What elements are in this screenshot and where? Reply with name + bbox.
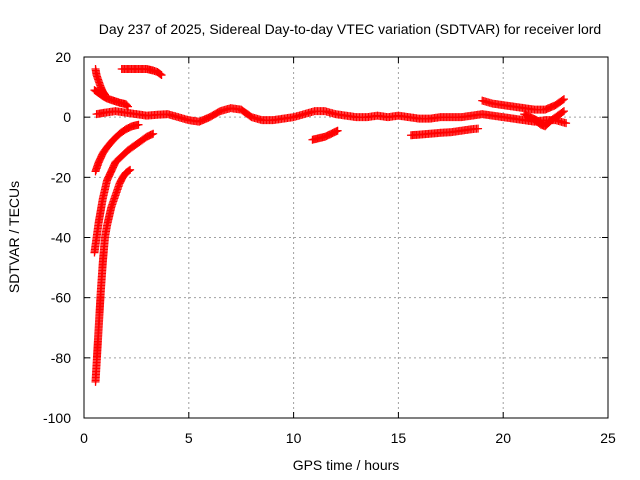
y-tick-label: 20 (55, 49, 71, 65)
data-point (122, 101, 131, 110)
y-tick-label: -20 (51, 169, 71, 185)
x-tick-label: 5 (185, 430, 193, 446)
data-point (562, 119, 571, 128)
data-points (90, 65, 571, 386)
x-tick-label: 0 (80, 430, 88, 446)
y-tick-label: 0 (63, 109, 71, 125)
x-tick-label: 15 (391, 430, 407, 446)
y-axis-label: SDTVAR / TECUs (6, 181, 22, 293)
x-tick-label: 25 (600, 430, 616, 446)
y-tick-label: -80 (51, 350, 71, 366)
data-point (125, 166, 134, 175)
data-point (559, 95, 568, 104)
chart-title: Day 237 of 2025, Sidereal Day-to-day VTE… (99, 21, 601, 37)
x-axis: 0 5 10 15 20 25 (80, 57, 616, 446)
series-10 (91, 120, 143, 176)
series-4 (92, 104, 571, 128)
data-point (333, 126, 342, 135)
y-tick-label: -40 (51, 230, 71, 246)
series-7 (520, 110, 548, 129)
series-3 (117, 65, 166, 80)
data-point (134, 120, 143, 129)
data-point (157, 71, 166, 80)
data-point (474, 124, 483, 133)
y-axis: -100 -80 -60 -40 -20 0 20 (43, 49, 608, 426)
x-tick-label: 20 (495, 430, 511, 446)
x-tick-label: 10 (286, 430, 302, 446)
data-point (156, 70, 165, 79)
grid (84, 57, 608, 418)
series-2 (90, 86, 133, 111)
data-point (149, 129, 158, 138)
data-point (559, 107, 568, 116)
series-9 (406, 124, 483, 140)
data-point (537, 119, 546, 128)
y-tick-label: -100 (43, 410, 71, 426)
series-5 (478, 95, 568, 114)
x-axis-label: GPS time / hours (293, 457, 400, 473)
series-12 (91, 165, 135, 386)
y-tick-label: -60 (51, 290, 71, 306)
series-8 (308, 126, 342, 144)
data-point (558, 95, 567, 104)
data-point (558, 108, 567, 117)
data-point (539, 120, 548, 129)
data-point (126, 165, 135, 174)
series-11 (90, 129, 158, 257)
